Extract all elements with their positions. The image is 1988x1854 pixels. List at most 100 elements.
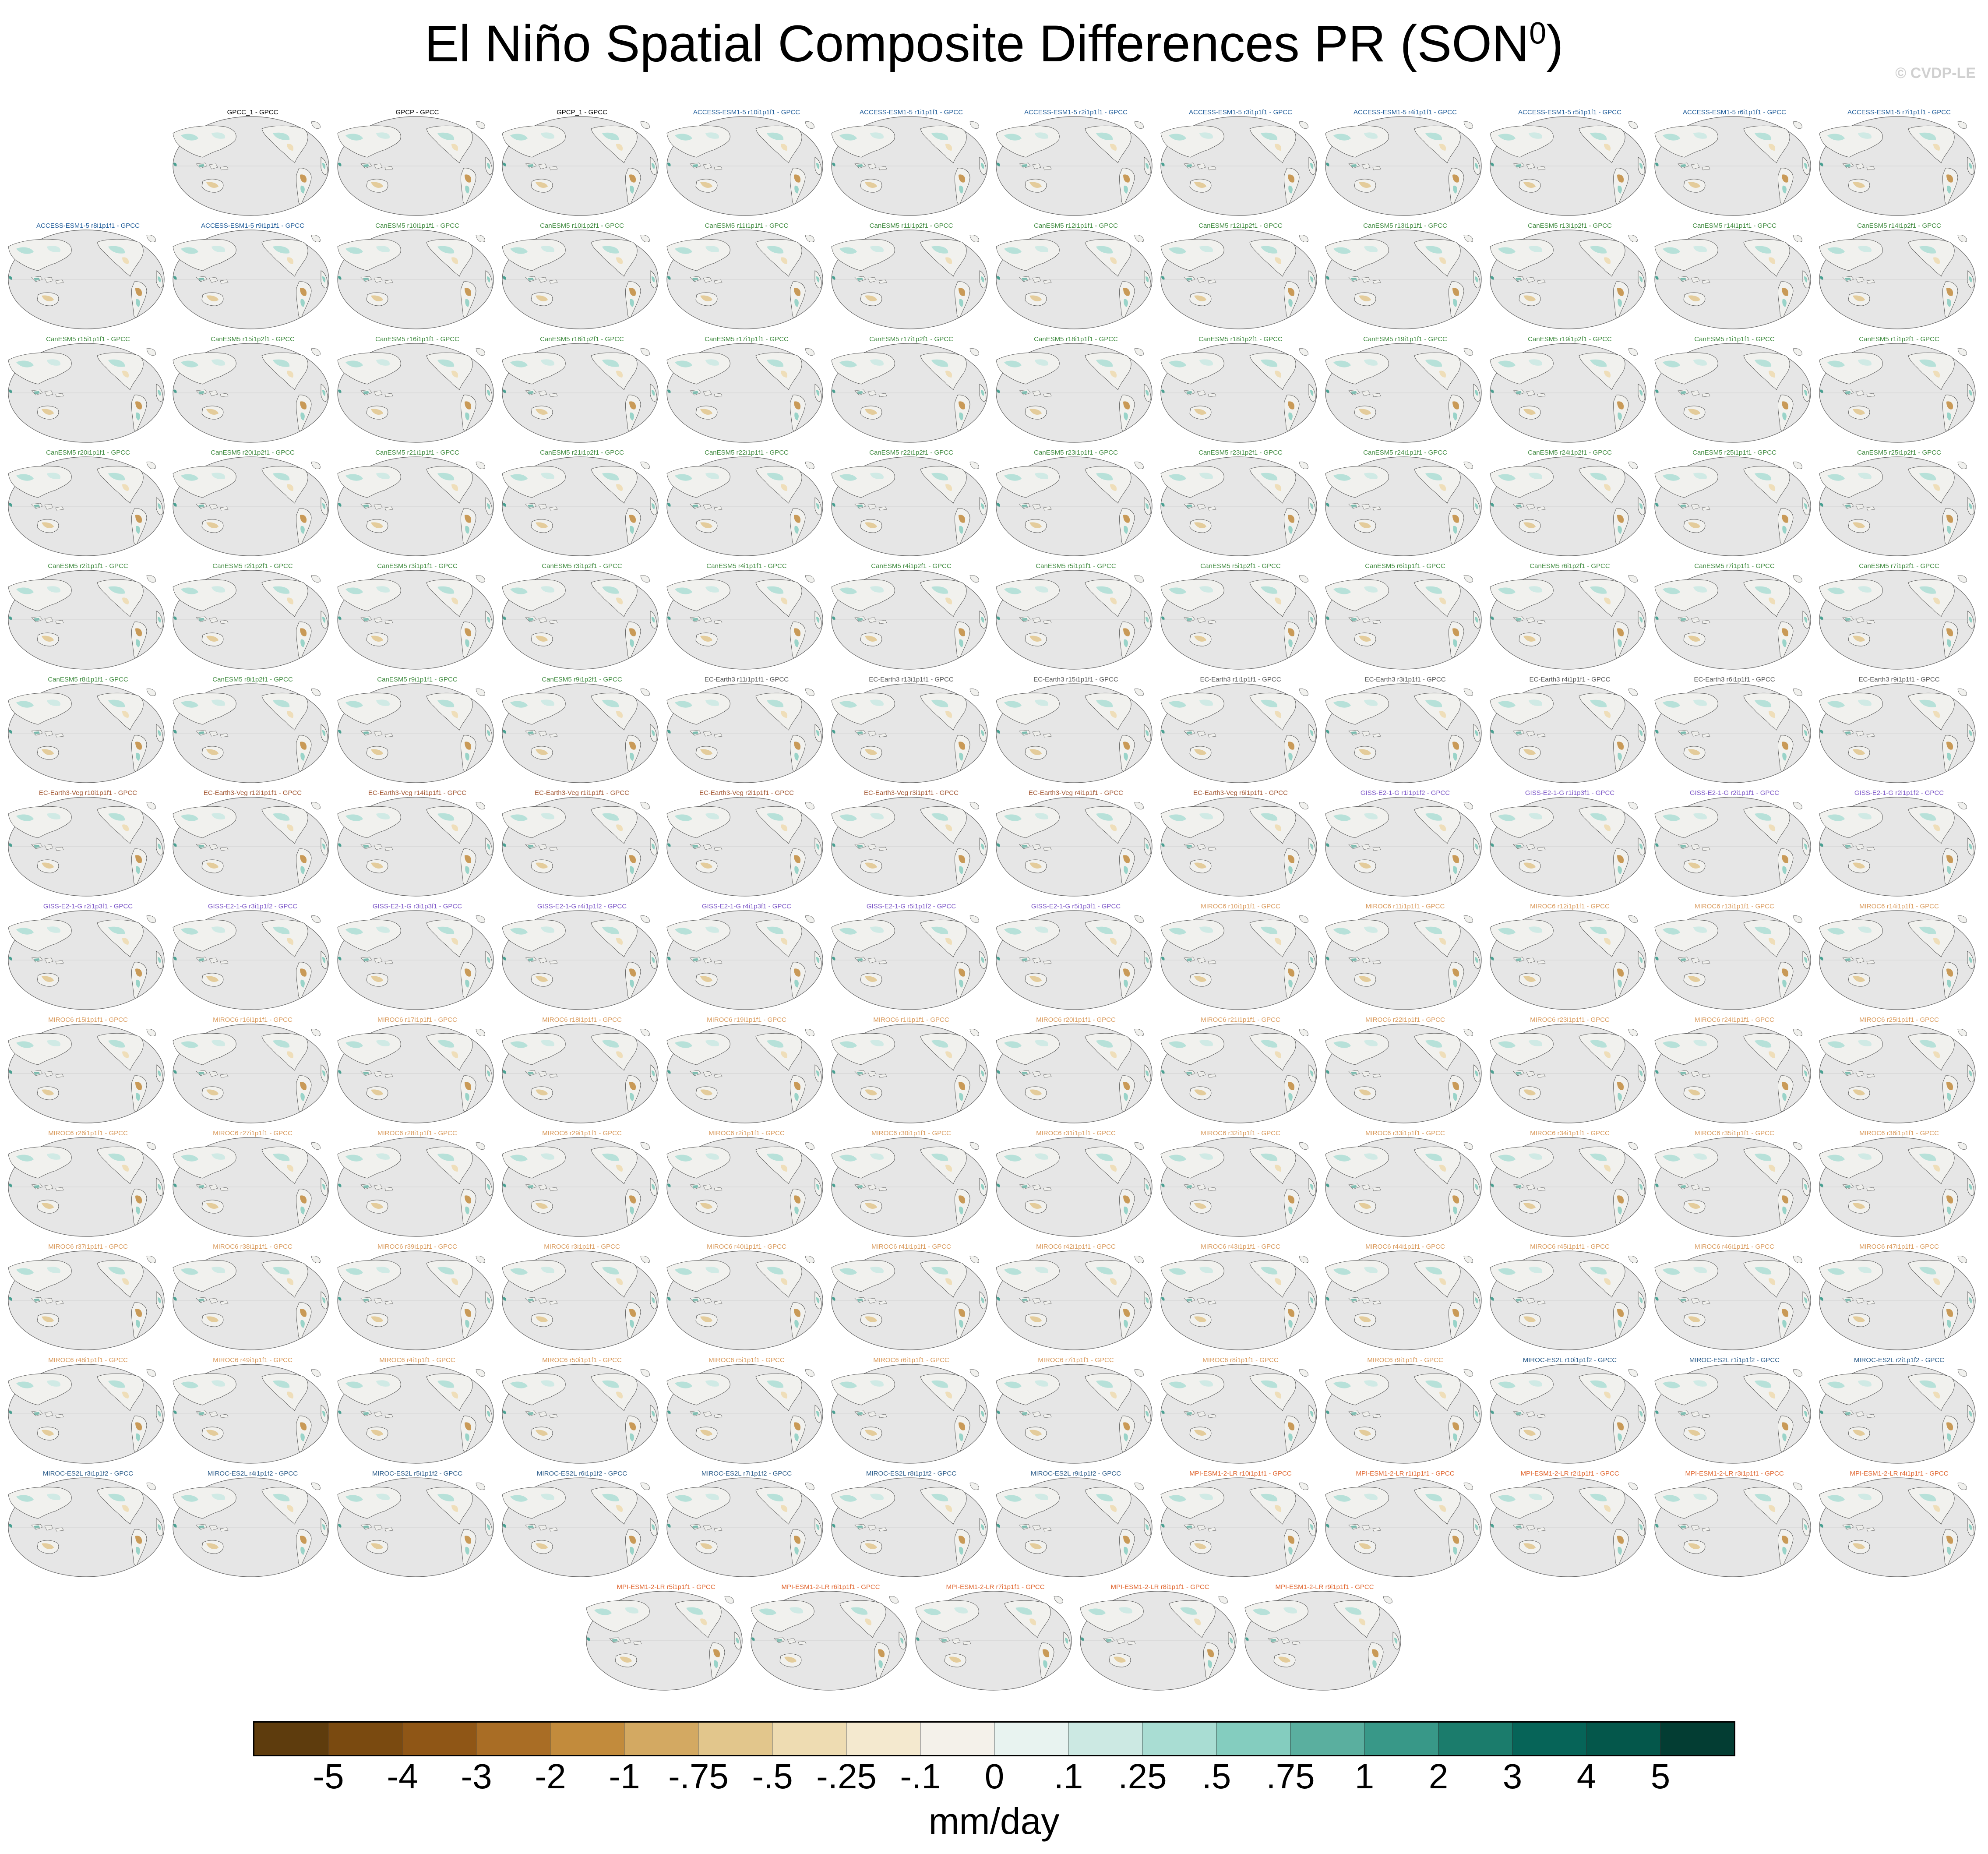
world-map-icon [1654,910,1811,1010]
world-map-icon [502,570,659,670]
map-panel-label: GPCP_1 - GPCC [557,109,607,116]
map-panel-label: MIROC6 r32i1p1f1 - GPCC [1201,1130,1280,1137]
map-panel: CanESM5 r8i1p1f1 - GPCC [7,676,169,784]
world-map-icon [337,570,494,670]
map-panel: CanESM5 r1i1p1f1 - GPCC [1653,335,1815,443]
map-panel: MIROC6 r15i1p1f1 - GPCC [7,1016,169,1124]
world-map-icon [337,1137,494,1237]
map-panel-label: EC-Earth3-Veg r1i1p1f1 - GPCC [535,789,629,797]
map-panel-label: CanESM5 r13i1p2f1 - GPCC [1528,222,1612,230]
world-map-icon [1819,116,1976,216]
map-panel-label: CanESM5 r24i1p1f1 - GPCC [1363,449,1447,456]
map-panel-label: CanESM5 r7i1p2f1 - GPCC [1859,562,1939,570]
map-panel: MIROC-ES2L r8i1p1f2 - GPCC [830,1470,992,1578]
world-map-icon [666,1250,823,1350]
world-map-icon [1160,1250,1317,1350]
world-map-icon [1819,1137,1976,1237]
world-map-icon [1819,1364,1976,1464]
world-map-icon [996,570,1153,670]
world-map-icon [8,1364,165,1464]
world-map-icon [502,1250,659,1350]
colorbar-units: mm/day [928,1801,1060,1842]
map-panel: MIROC-ES2L r3i1p1f2 - GPCC [7,1470,169,1578]
map-panel-label: MPI-ESM1-2-LR r10i1p1f1 - GPCC [1189,1470,1292,1477]
map-panel-label: MIROC6 r48i1p1f1 - GPCC [48,1356,128,1364]
map-panel-label: CanESM5 r11i1p1f1 - GPCC [705,222,789,230]
world-map-icon [831,797,988,897]
map-panel: CanESM5 r24i1p2f1 - GPCC [1489,449,1651,557]
map-panel-label: MIROC6 r42i1p1f1 - GPCC [1036,1243,1116,1250]
map-panel: EC-Earth3-Veg r6i1p1f1 - GPCC [1160,789,1322,897]
map-panel: ACCESS-ESM1-5 r5i1p1f1 - GPCC [1489,109,1651,216]
map-panel: MIROC6 r33i1p1f1 - GPCC [1324,1130,1486,1237]
map-panel-label: MIROC6 r10i1p1f1 - GPCC [1201,903,1280,910]
map-panel: MIROC6 r9i1p1f1 - GPCC [1324,1356,1486,1464]
world-map-icon [1325,116,1482,216]
map-panel-label: CanESM5 r20i1p1f1 - GPCC [46,449,130,456]
map-panel: EC-Earth3 r6i1p1f1 - GPCC [1653,676,1815,784]
map-panel-label: GISS-E2-1-G r5i1p1f2 - GPCC [866,903,956,910]
map-panel-label: GISS-E2-1-G r1i1p3f1 - GPCC [1525,789,1615,797]
map-panel: MIROC6 r10i1p1f1 - GPCC [1160,903,1322,1010]
world-map-icon [666,1024,823,1123]
map-panel-label: MIROC6 r40i1p1f1 - GPCC [707,1243,786,1250]
map-panel: MIROC-ES2L r2i1p1f2 - GPCC [1818,1356,1980,1464]
map-panel: CanESM5 r24i1p1f1 - GPCC [1324,449,1486,557]
world-map-icon [831,1477,988,1577]
world-map-icon [1490,1250,1646,1350]
title-suffix: ) [1546,15,1564,73]
map-panel-label: CanESM5 r1i1p2f1 - GPCC [1859,335,1939,343]
map-panel: MIROC-ES2L r10i1p1f2 - GPCC [1489,1356,1651,1464]
world-map-icon [1325,683,1482,783]
map-panel-label: EC-Earth3 r6i1p1f1 - GPCC [1694,676,1775,683]
world-map-icon [1160,230,1317,329]
world-map-icon [502,1137,659,1237]
map-panel-label: MIROC6 r18i1p1f1 - GPCC [542,1016,622,1024]
world-map-icon [831,456,988,556]
world-map-icon [173,1137,329,1237]
map-panel: MPI-ESM1-2-LR r2i1p1f1 - GPCC [1489,1470,1651,1578]
map-panel-label: EC-Earth3 r9i1p1f1 - GPCC [1858,676,1940,683]
map-panel-label: MPI-ESM1-2-LR r1i1p1f1 - GPCC [1356,1470,1455,1477]
colorbar [253,1721,1735,1756]
world-map-icon [8,230,165,329]
map-panel: MIROC6 r43i1p1f1 - GPCC [1160,1243,1322,1351]
map-panel: GISS-E2-1-G r1i1p3f1 - GPCC [1489,789,1651,897]
world-map-icon [502,230,659,329]
map-panel-label: CanESM5 r24i1p2f1 - GPCC [1528,449,1612,456]
map-panel-label: GISS-E2-1-G r3i1p1f2 - GPCC [208,903,298,910]
map-panel: MIROC6 r12i1p1f1 - GPCC [1489,903,1651,1010]
map-panel-label: MIROC6 r29i1p1f1 - GPCC [542,1130,622,1137]
map-panel-label: MIROC6 r36i1p1f1 - GPCC [1859,1130,1939,1137]
map-panel: CanESM5 r22i1p1f1 - GPCC [666,449,828,557]
world-map-icon [831,230,988,329]
map-panel: EC-Earth3 r3i1p1f1 - GPCC [1324,676,1486,784]
map-panel: CanESM5 r18i1p1f1 - GPCC [995,335,1157,443]
map-panel: MIROC6 r17i1p1f1 - GPCC [336,1016,498,1124]
world-map-icon [1325,910,1482,1010]
world-map-icon [502,797,659,897]
colorbar-swatch [698,1723,772,1755]
map-panel: CanESM5 r21i1p1f1 - GPCC [336,449,498,557]
world-map-icon [173,683,329,783]
world-map-icon [1490,797,1646,897]
world-map-icon [173,456,329,556]
map-panel-label: CanESM5 r6i1p2f1 - GPCC [1530,562,1610,570]
world-map-icon [996,797,1153,897]
map-panel-label: MPI-ESM1-2-LR r9i1p1f1 - GPCC [1275,1583,1374,1591]
map-panel: MIROC6 r11i1p1f1 - GPCC [1324,903,1486,1010]
map-panel-label: MIROC6 r39i1p1f1 - GPCC [377,1243,457,1250]
map-panel-label: EC-Earth3-Veg r14i1p1f1 - GPCC [368,789,467,797]
map-panel-label: EC-Earth3 r4i1p1f1 - GPCC [1529,676,1611,683]
world-map-icon [996,1477,1153,1577]
map-panel-label: MIROC6 r35i1p1f1 - GPCC [1695,1130,1774,1137]
map-panel-label: CanESM5 r16i1p1f1 - GPCC [375,335,459,343]
map-panel-label: CanESM5 r17i1p2f1 - GPCC [869,335,953,343]
map-panel: MIROC6 r39i1p1f1 - GPCC [336,1243,498,1351]
world-map-icon [1325,343,1482,443]
world-map-icon [996,230,1153,329]
world-map-icon [337,343,494,443]
map-panel-label: CanESM5 r2i1p2f1 - GPCC [212,562,293,570]
map-panel-label: CanESM5 r18i1p1f1 - GPCC [1034,335,1118,343]
colorbar-swatch [624,1723,698,1755]
